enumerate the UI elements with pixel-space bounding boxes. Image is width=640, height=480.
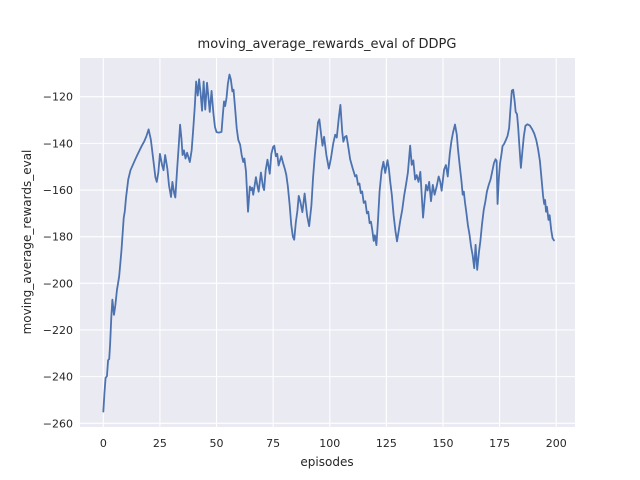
- tick-layer: 0 25 50 75 100 125 150 175 200 −260 −240 −220 −200 −1…: [43, 91, 567, 450]
- x-tick-label: 125: [376, 437, 397, 450]
- x-tick-label: 0: [100, 437, 107, 450]
- y-tick-label: −180: [43, 231, 73, 244]
- chart-title: moving_average_rewards_eval of DDPG: [198, 37, 457, 52]
- y-tick-label: −140: [43, 137, 73, 150]
- x-tick-label: 75: [266, 437, 280, 450]
- y-tick-label: −260: [43, 417, 73, 430]
- y-tick-label: −120: [43, 91, 73, 104]
- grid-layer: [80, 58, 575, 427]
- data-line-layer: [102, 73, 555, 413]
- x-axis-label: episodes: [300, 455, 353, 469]
- x-tick-label: 50: [210, 437, 224, 450]
- y-tick-label: −220: [43, 324, 73, 337]
- y-tick-label: −160: [43, 184, 73, 197]
- y-tick-label: −240: [43, 371, 73, 384]
- y-tick-label: −200: [43, 277, 73, 290]
- y-axis-label: moving_average_rewards_eval: [20, 150, 34, 335]
- reward-curve: [102, 73, 555, 413]
- plot-area: [80, 58, 575, 427]
- x-tick-label: 25: [153, 437, 167, 450]
- x-tick-label: 150: [432, 437, 453, 450]
- x-tick-label: 175: [489, 437, 510, 450]
- x-tick-label: 200: [546, 437, 567, 450]
- x-tick-label: 100: [319, 437, 340, 450]
